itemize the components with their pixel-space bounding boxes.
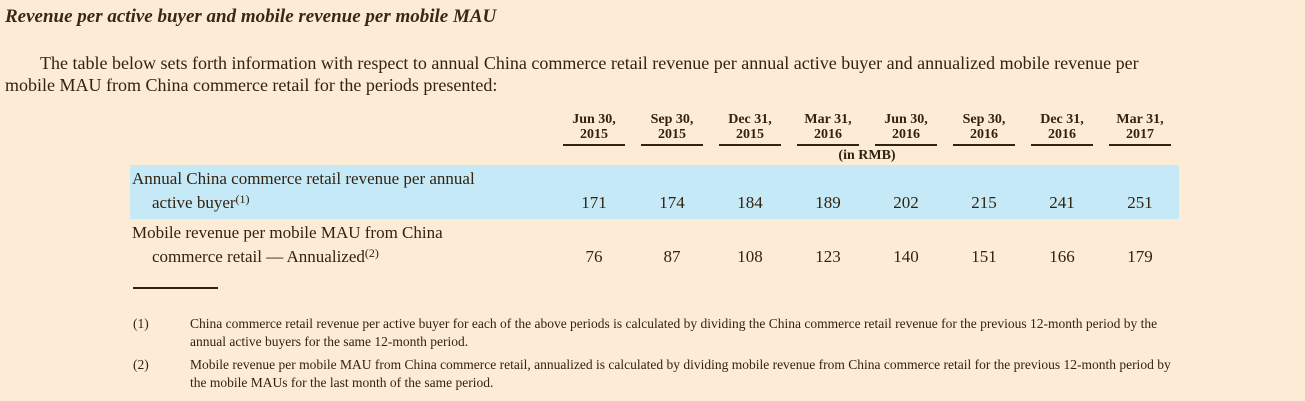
footnote-reference: (1)	[235, 192, 250, 206]
footnote-text-line: annual active buyers for the same 12-mon…	[190, 333, 469, 349]
column-header-text: Dec 31, 2016	[1031, 112, 1093, 146]
footnote-text: Mobile revenue per mobile MAU from China…	[190, 356, 1275, 391]
column-header-4: Jun 30, 2016	[867, 112, 945, 146]
section-title: Revenue per active buyer and mobile reve…	[5, 6, 497, 27]
value-cell-1-1: 87	[663, 247, 681, 266]
header-row: Jun 30, 2015 Sep 30, 2015 Dec 31, 2015 Mar 31,…	[130, 112, 1179, 146]
column-header-text: Mar 31, 2016	[797, 112, 859, 146]
value-cell-1-2: 108	[737, 247, 763, 266]
footnote-marker: (2)	[133, 357, 149, 372]
column-header-3: Mar 31, 2016	[789, 112, 867, 146]
row-label-line-2: commerce retail — Annualized(2)	[152, 246, 379, 266]
value-cell-0-1: 174	[633, 165, 711, 219]
row-label-line-2: active buyer(1)	[152, 192, 250, 212]
label-column-header	[130, 112, 555, 146]
row-label: Mobile revenue per mobile MAU from China…	[130, 219, 555, 273]
value-cell-1-5: 151	[971, 247, 997, 266]
footnote-reference: (2)	[364, 246, 379, 260]
unit-row: (in RMB)	[130, 146, 1179, 165]
value-cell-1-4: 140	[893, 247, 919, 266]
value-cell-0-5: 215	[945, 165, 1023, 219]
column-header-text: Jun 30, 2015	[563, 112, 625, 146]
footnotes-section: (1) China commerce retail revenue per act…	[133, 315, 1275, 391]
column-header-text: Mar 31, 2017	[1109, 112, 1171, 146]
row-label-line-1: Mobile revenue per mobile MAU from China	[132, 223, 443, 242]
footnote-text-line: Mobile revenue per mobile MAU from China…	[190, 357, 1171, 372]
column-header-2: Dec 31, 2015	[711, 112, 789, 146]
value-cell-1-3: 123	[815, 247, 841, 266]
column-header-0: Jun 30, 2015	[555, 112, 633, 146]
column-header-5: Sep 30, 2016	[945, 112, 1023, 146]
column-header-6: Dec 31, 2016	[1023, 112, 1101, 146]
table-head: Jun 30, 2015 Sep 30, 2015 Dec 31, 2015 Mar 31,…	[130, 112, 1179, 165]
row-label-line-1: Annual China commerce retail revenue per…	[132, 169, 475, 188]
intro-line-1: The table below sets forth information w…	[40, 53, 1139, 73]
value-cell-1-7: 179	[1127, 247, 1153, 266]
table-row-0: Annual China commerce retail revenue per…	[130, 165, 1179, 219]
intro-line-2: mobile MAU from China commerce retail fo…	[5, 75, 498, 95]
column-header-text: Dec 31, 2015	[719, 112, 781, 146]
footnote-1: (1) China commerce retail revenue per act…	[133, 315, 1275, 350]
column-header-text: Sep 30, 2016	[953, 112, 1015, 146]
table-container: Jun 30, 2015 Sep 30, 2015 Dec 31, 2015 Mar 31,…	[130, 112, 1305, 273]
value-cell-0-2: 184	[711, 165, 789, 219]
column-header-text: Sep 30, 2015	[641, 112, 703, 146]
value-cell-1-0: 76	[585, 247, 603, 266]
value-cell-0-3: 189	[789, 165, 867, 219]
unit-label: (in RMB)	[838, 148, 896, 163]
row-label: Annual China commerce retail revenue per…	[130, 165, 555, 219]
value-cell-0-6: 241	[1023, 165, 1101, 219]
value-cell-0-7: 251	[1101, 165, 1179, 219]
value-cell-0-0: 171	[555, 165, 633, 219]
value-cell-0-4: 202	[867, 165, 945, 219]
footnote-text-line: China commerce retail revenue per active…	[190, 316, 1158, 331]
revenue-table: Jun 30, 2015 Sep 30, 2015 Dec 31, 2015 Mar 31,…	[130, 112, 1179, 273]
unit-row-spacer	[130, 146, 555, 165]
footnote-marker: (1)	[133, 316, 149, 331]
footnote-separator	[133, 287, 218, 289]
footnote-text: China commerce retail revenue per active…	[190, 315, 1275, 350]
footnote-text-line: the mobile MAUs for the last month of th…	[190, 374, 494, 390]
footnote-2: (2) Mobile revenue per mobile MAU from Ch…	[133, 356, 1275, 391]
column-header-1: Sep 30, 2015	[633, 112, 711, 146]
table-body: Annual China commerce retail revenue per…	[130, 165, 1179, 273]
value-cell-1-6: 166	[1049, 247, 1075, 266]
column-header-7: Mar 31, 2017	[1101, 112, 1179, 146]
intro-paragraph: The table below sets forth information w…	[5, 52, 1299, 96]
column-header-text: Jun 30, 2016	[875, 112, 937, 146]
table-row-1: Mobile revenue per mobile MAU from China…	[130, 219, 1179, 273]
